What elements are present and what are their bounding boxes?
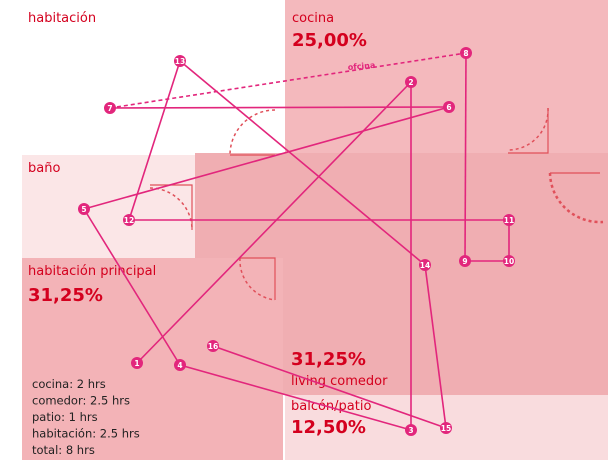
room-share: 31,25% (28, 285, 103, 306)
room-bano (22, 155, 195, 258)
node-label: 1 (134, 359, 139, 368)
node-label: 7 (107, 104, 112, 113)
node (78, 203, 90, 215)
route-segment (464, 52, 467, 262)
room-share: 31,25% (291, 349, 366, 370)
room-label: cocina (292, 11, 334, 26)
route-segment (83, 106, 450, 210)
route-segment (128, 60, 181, 221)
legend-line: total: 8 hrs (32, 443, 95, 457)
legend-line: patio: 1 hrs (32, 410, 98, 424)
room-label: balcón/patio (291, 399, 371, 414)
node-label: 9 (462, 257, 467, 266)
route-segment (179, 60, 426, 266)
route-segment (424, 264, 447, 429)
node-label: 15 (441, 424, 451, 433)
legend-line: habitación: 2.5 hrs (32, 427, 140, 441)
node-label: 13 (175, 57, 185, 66)
route-segment (212, 345, 447, 429)
node (443, 101, 455, 113)
node (405, 76, 417, 88)
node (503, 214, 515, 226)
room-label: habitación principal (28, 264, 156, 279)
legend-line: comedor: 2.5 hrs (32, 394, 130, 408)
doors (149, 107, 604, 301)
route-segment (136, 81, 412, 364)
node (131, 357, 143, 369)
node-label: 16 (208, 342, 218, 351)
route-segment (83, 208, 181, 366)
node (440, 422, 452, 434)
room-share: 12,50% (291, 417, 366, 438)
room-cocina (285, 0, 608, 153)
room-label: living comedor (291, 374, 388, 389)
route-label: ofcina (347, 61, 375, 72)
node-label: 8 (463, 49, 468, 58)
node (460, 47, 472, 59)
node (459, 255, 471, 267)
room-label: baño (28, 161, 60, 176)
node-label: 10 (504, 257, 514, 266)
node (207, 340, 219, 352)
route-segment (109, 106, 450, 109)
node (123, 214, 135, 226)
node (104, 102, 116, 114)
room-share: 25,00% (292, 30, 367, 51)
node (174, 359, 186, 371)
node-label: 12 (124, 216, 134, 225)
room-habitacion-principal (22, 258, 283, 460)
legend: cocina: 2 hrs comedor: 2.5 hrs patio: 1 hr… (32, 377, 140, 457)
node-label: 4 (177, 361, 182, 370)
node (174, 55, 186, 67)
node (419, 259, 431, 271)
route-segment (179, 364, 412, 431)
room-label: habitación (28, 11, 96, 26)
node (405, 424, 417, 436)
node-label: 14 (420, 261, 430, 270)
node-label: 3 (408, 426, 413, 435)
node-label: 2 (408, 78, 413, 87)
node-label: 5 (81, 205, 86, 214)
node-label: 6 (446, 103, 451, 112)
node-label: 11 (504, 216, 514, 225)
legend-line: cocina: 2 hrs (32, 377, 106, 391)
node (503, 255, 515, 267)
